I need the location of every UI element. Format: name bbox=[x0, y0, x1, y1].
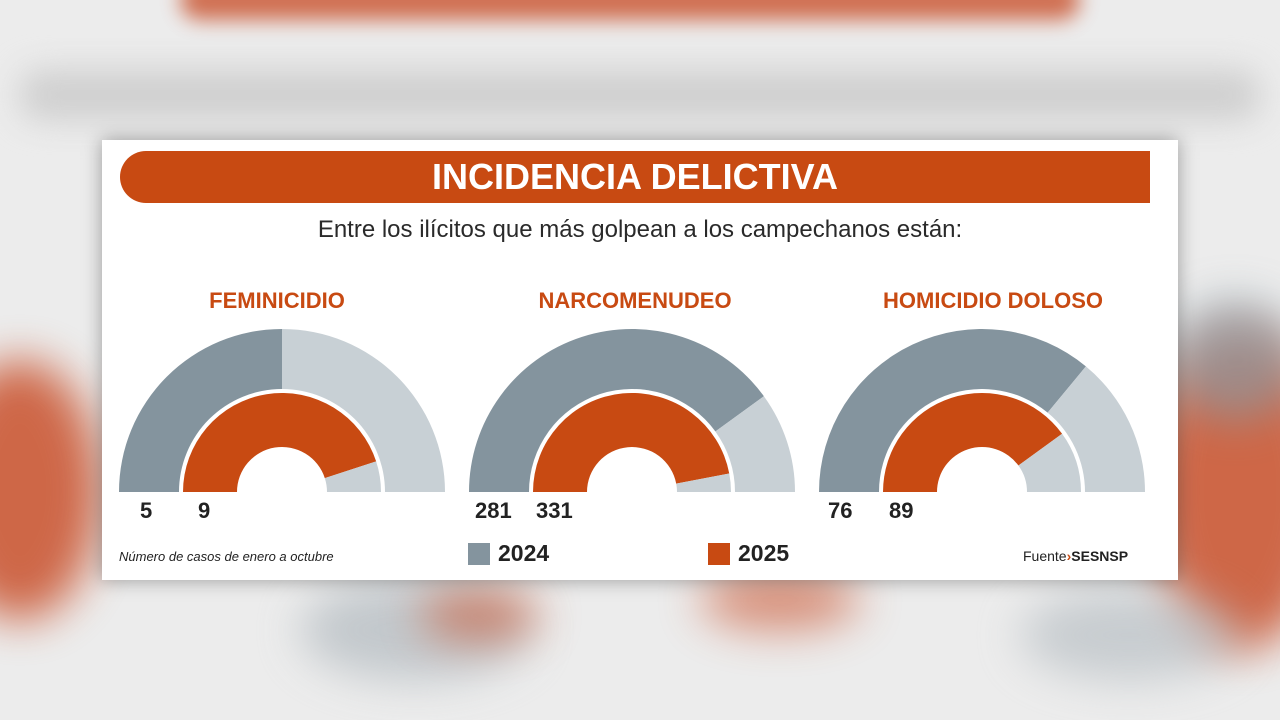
value-2024-narcomenudeo: 281 bbox=[475, 498, 512, 523]
gauge-feminicidio bbox=[119, 329, 445, 492]
infographic-card: INCIDENCIA DELICTIVA Entre los ilícitos … bbox=[102, 140, 1178, 580]
bg-blur-shape bbox=[180, 0, 1080, 20]
arc-2025-feminicidio bbox=[183, 393, 377, 492]
gauge-title-homicidio-doloso: HOMICIDIO DOLOSO bbox=[883, 288, 1103, 313]
arc-2025-homicidio-doloso bbox=[883, 393, 1063, 492]
value-2024-feminicidio: 5 bbox=[140, 498, 153, 523]
gauge-title-narcomenudeo: NARCOMENUDEO bbox=[538, 288, 732, 313]
arc-2024-feminicidio bbox=[119, 329, 282, 492]
gauge-narcomenudeo bbox=[469, 328, 795, 492]
source-arrow-icon: › bbox=[1066, 548, 1072, 564]
arc-2025-remainder-homicidio-doloso bbox=[1018, 433, 1081, 492]
legend-item-2024: 2024 bbox=[468, 540, 549, 567]
source-label: Fuente bbox=[1023, 548, 1067, 564]
legend-item-2025: 2025 bbox=[708, 540, 789, 567]
legend-swatch-2024 bbox=[468, 542, 490, 565]
title-banner: INCIDENCIA DELICTIVA bbox=[120, 151, 1150, 203]
gauge-homicidio-doloso bbox=[819, 329, 1145, 492]
chart-title: INCIDENCIA DELICTIVA bbox=[431, 156, 838, 197]
value-2024-homicidio-doloso: 76 bbox=[828, 498, 853, 523]
arc-2025-narcomenudeo bbox=[533, 392, 730, 492]
legend-label-2024: 2024 bbox=[498, 540, 550, 566]
bg-blur-shape bbox=[420, 590, 540, 640]
arc-2024-remainder-narcomenudeo bbox=[715, 396, 795, 492]
arc-2024-remainder-feminicidio bbox=[282, 329, 445, 492]
value-2025-homicidio-doloso: 89 bbox=[889, 498, 914, 523]
bg-blur-shape bbox=[0, 360, 100, 620]
arc-2024-remainder-homicidio-doloso bbox=[1047, 366, 1145, 492]
footnote: Número de casos de enero a octubre bbox=[119, 549, 334, 564]
chart-subtitle: Entre los ilícitos que más golpean a los… bbox=[317, 216, 963, 243]
value-2025-feminicidio: 9 bbox=[198, 498, 211, 523]
arc-2024-narcomenudeo bbox=[469, 328, 764, 492]
bg-blur-shape bbox=[20, 70, 1260, 120]
gauge-title-feminicidio: FEMINICIDIO bbox=[209, 288, 345, 313]
source-credit: Fuente›SESNSP bbox=[1023, 548, 1128, 564]
arc-2024-homicidio-doloso bbox=[819, 329, 1086, 492]
bg-blur-shape bbox=[1020, 590, 1240, 680]
source-name: SESNSP bbox=[1071, 548, 1129, 564]
arc-2025-remainder-feminicidio bbox=[324, 461, 381, 492]
legend-swatch-2025 bbox=[708, 542, 730, 565]
value-2025-narcomenudeo: 331 bbox=[536, 498, 573, 523]
bg-blur-shape bbox=[700, 570, 860, 630]
arc-2025-remainder-narcomenudeo bbox=[676, 473, 731, 492]
bg-blur-shape bbox=[1170, 300, 1280, 420]
legend-label-2025: 2025 bbox=[738, 540, 790, 566]
